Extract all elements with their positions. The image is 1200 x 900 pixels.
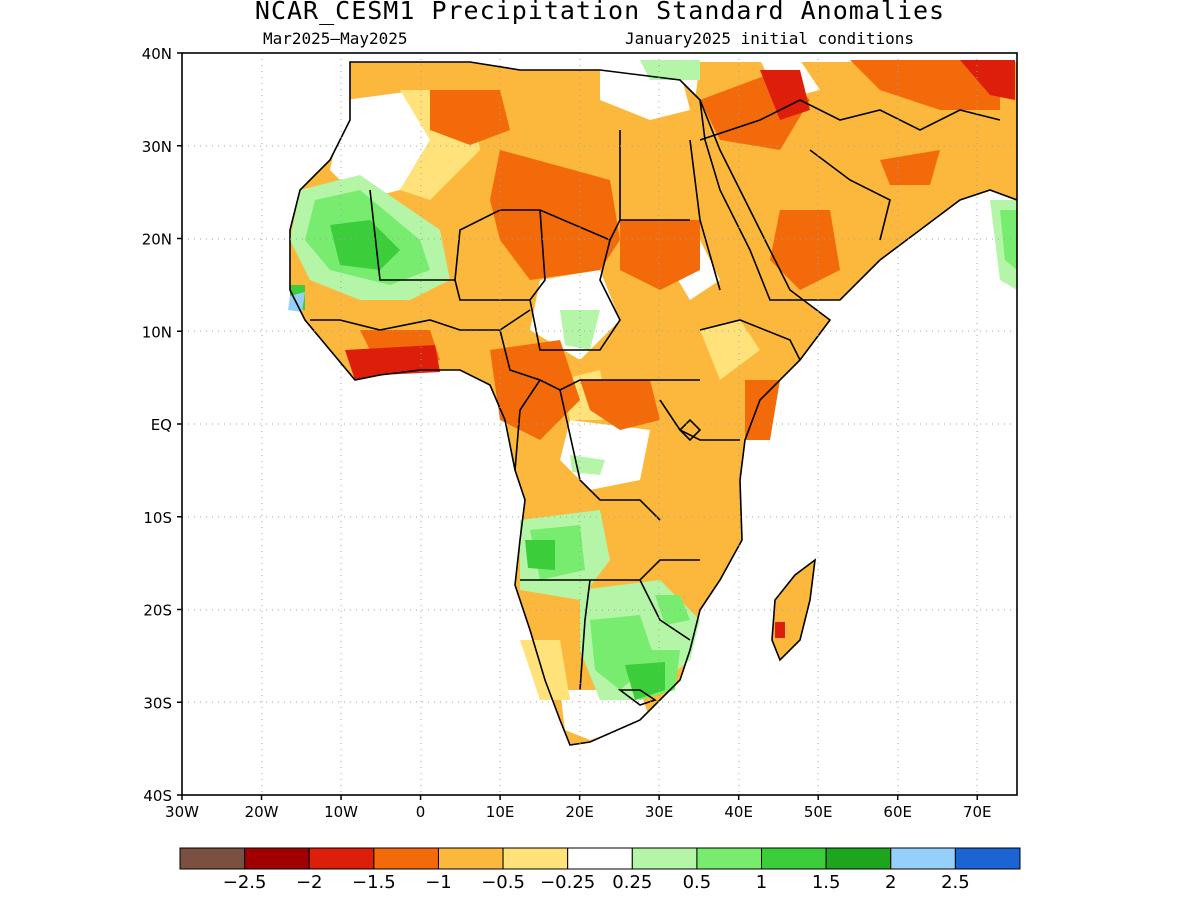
lon-tick-label: 60E — [883, 803, 912, 821]
lat-tick-label: 40N — [142, 45, 172, 63]
colorbar-label: −2 — [296, 872, 323, 893]
colorbar-swatch — [308, 847, 375, 870]
colorbar-swatch — [437, 847, 504, 870]
lat-tick-label: 30S — [143, 694, 172, 712]
colorbar-label: 0.5 — [683, 872, 712, 893]
colorbar-swatch — [954, 847, 1021, 870]
colorbar-swatch — [696, 847, 763, 870]
colorbar-label: 0.25 — [612, 872, 652, 893]
colorbar-label: −1 — [425, 872, 452, 893]
lon-tick-label: 30W — [165, 803, 199, 821]
colorbar-swatch — [890, 847, 956, 870]
colorbar-swatch — [825, 847, 892, 870]
colorbar-swatch — [373, 847, 439, 870]
colorbar-swatch — [567, 847, 633, 870]
lon-tick-label: 70E — [963, 803, 992, 821]
colorbar: −2.5 −2 −1.5 −1 −0.5 −0.25 0.25 0.5 1 1.5 2 2.5 — [179, 847, 1021, 893]
anomaly-field — [288, 60, 1017, 745]
colorbar-label: −1.5 — [352, 872, 396, 893]
lon-tick-label: 40E — [724, 803, 753, 821]
colorbar-label: 2 — [885, 872, 896, 893]
lat-tick-label: 40S — [143, 787, 172, 805]
longitude-axis: 30W 20W 10W 0 10E 20E 30E 40E 50E 60E 70E — [165, 795, 992, 821]
madagascar-coastline — [771, 558, 817, 662]
lon-tick-label: 10W — [324, 803, 358, 821]
colorbar-label: 2.5 — [941, 872, 970, 893]
lat-tick-label: EQ — [151, 416, 172, 434]
lat-tick-label: 20S — [143, 602, 172, 620]
lat-tick-label: 30N — [142, 138, 172, 156]
lon-tick-label: 0 — [416, 803, 426, 821]
colorbar-swatch — [179, 847, 246, 870]
lat-tick-label: 10N — [142, 323, 172, 341]
forecast-period: Mar2025—May2025 — [263, 29, 408, 48]
colorbar-label: −0.25 — [540, 872, 595, 893]
lon-tick-label: 10E — [486, 803, 515, 821]
grid-lines — [182, 53, 1017, 795]
colorbar-label: −0.5 — [481, 872, 525, 893]
lat-tick-label: 10S — [143, 509, 172, 527]
arabia-coastline — [699, 99, 1017, 301]
africa-coastline — [289, 61, 832, 746]
colorbar-label: −2.5 — [223, 872, 267, 893]
lon-tick-label: 30E — [645, 803, 674, 821]
lat-tick-label: 20N — [142, 231, 172, 249]
lon-tick-label: 20E — [565, 803, 594, 821]
colorbar-swatch — [244, 847, 310, 870]
lon-tick-label: 20W — [245, 803, 279, 821]
madagascar — [772, 560, 815, 660]
latitude-axis: 40N 30N 20N 10N EQ 10S 20S 30S 40S — [142, 45, 182, 805]
map-title: NCAR_CESM1 Precipitation Standard Anomal… — [254, 0, 946, 25]
colorbar-swatch — [502, 847, 569, 870]
colorbar-swatch — [631, 847, 698, 870]
colorbar-label: 1 — [756, 872, 767, 893]
initial-conditions: January2025 initial conditions — [625, 29, 914, 48]
lon-tick-label: 50E — [804, 803, 833, 821]
colorbar-swatch — [761, 847, 827, 870]
colorbar-label: 1.5 — [812, 872, 841, 893]
